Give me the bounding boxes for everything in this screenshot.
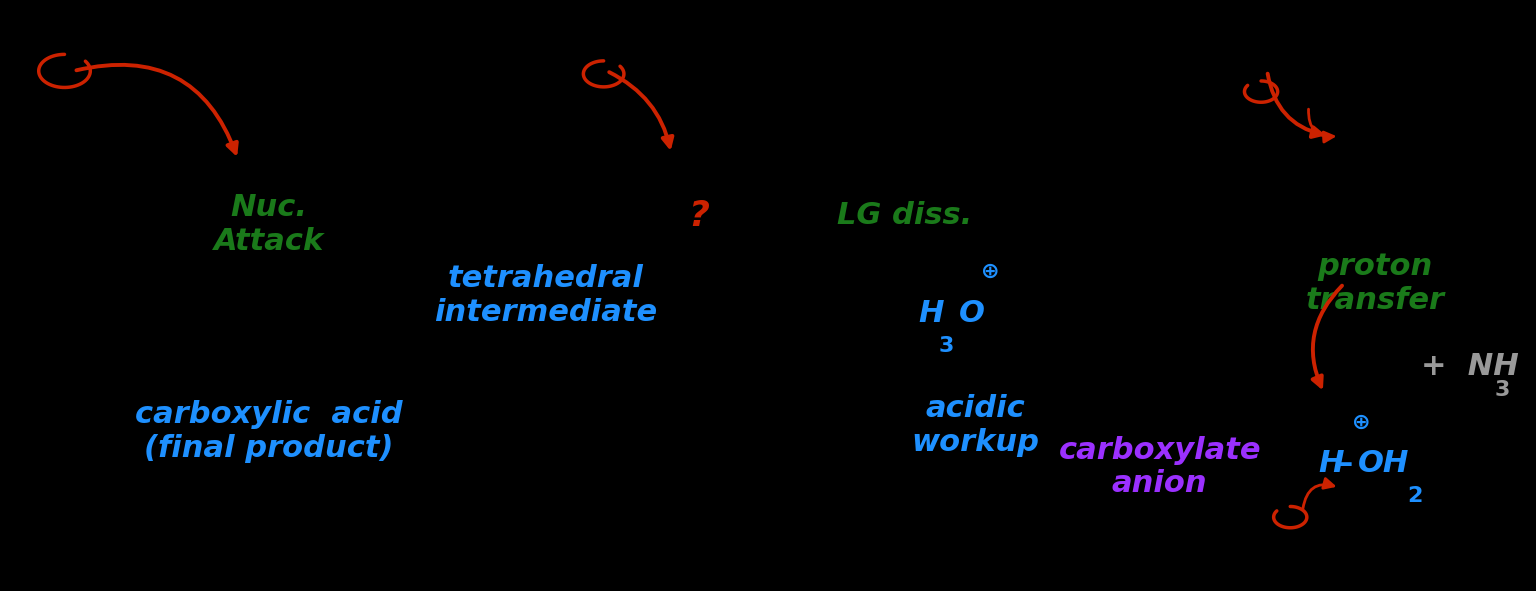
Text: Nuc.
Attack: Nuc. Attack bbox=[214, 193, 324, 256]
Text: O: O bbox=[958, 298, 985, 328]
Text: tetrahedral
intermediate: tetrahedral intermediate bbox=[433, 264, 657, 327]
Text: carboxylic  acid
(final product): carboxylic acid (final product) bbox=[135, 400, 402, 463]
Text: proton
transfer: proton transfer bbox=[1306, 252, 1444, 315]
Text: H: H bbox=[919, 298, 945, 328]
Text: ⊕: ⊕ bbox=[982, 262, 1000, 282]
Text: ?: ? bbox=[688, 199, 710, 233]
Text: –: – bbox=[1338, 449, 1353, 479]
Text: +  NH: + NH bbox=[1421, 352, 1519, 381]
Text: 3: 3 bbox=[938, 336, 954, 356]
Text: LG diss.: LG diss. bbox=[837, 201, 972, 230]
Text: carboxylate
anion: carboxylate anion bbox=[1058, 436, 1261, 498]
Text: 2: 2 bbox=[1407, 486, 1422, 506]
Text: ⊕: ⊕ bbox=[1352, 413, 1370, 433]
Text: OH: OH bbox=[1358, 449, 1409, 479]
Text: acidic
workup: acidic workup bbox=[911, 394, 1040, 457]
Text: H: H bbox=[1318, 449, 1344, 479]
Text: 3: 3 bbox=[1495, 380, 1510, 400]
